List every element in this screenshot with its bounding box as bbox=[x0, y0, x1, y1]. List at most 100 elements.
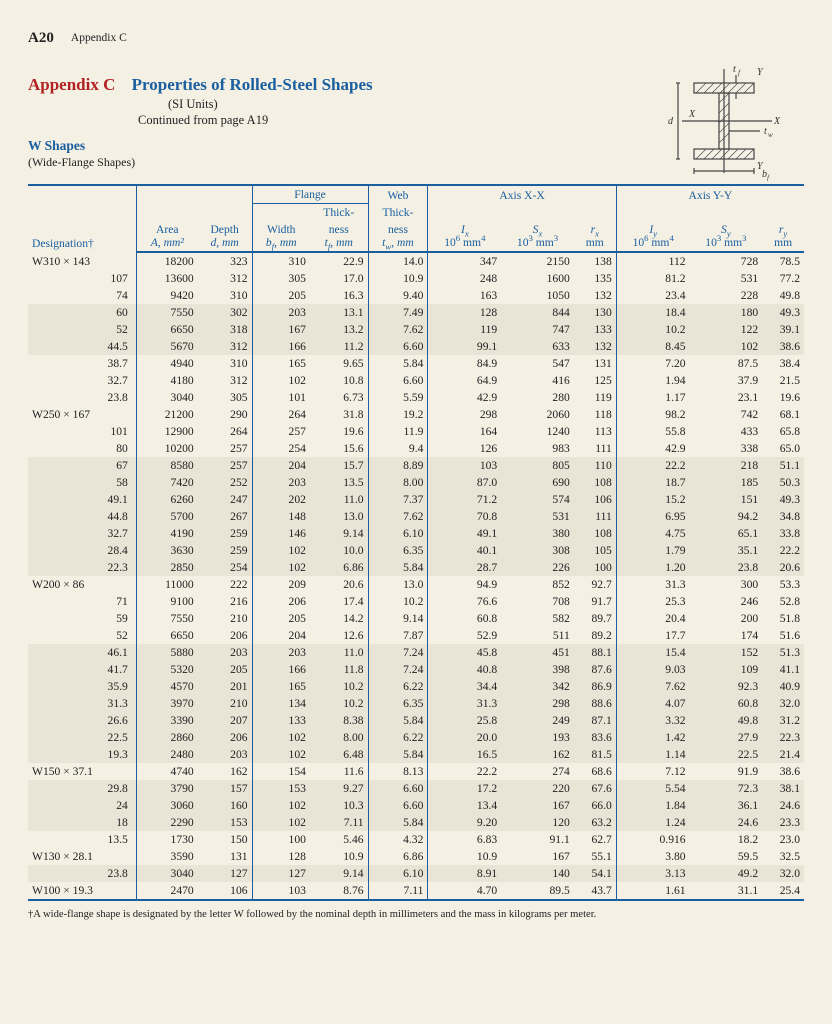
table-cell: 1.61 bbox=[616, 882, 689, 900]
table-cell: 131 bbox=[574, 355, 616, 372]
table-cell: 32.7 bbox=[28, 525, 136, 542]
table-cell: 6.60 bbox=[368, 372, 428, 389]
table-cell: 49.1 bbox=[428, 525, 501, 542]
table-cell: 13.0 bbox=[310, 508, 368, 525]
table-cell: 35.9 bbox=[28, 678, 136, 695]
table-row: 59755021020514.29.1460.858289.720.420051… bbox=[28, 610, 804, 627]
svg-text:X: X bbox=[773, 116, 781, 127]
table-row: 35.9457020116510.26.2234.434286.97.6292.… bbox=[28, 678, 804, 695]
table-cell: 342 bbox=[501, 678, 574, 695]
table-cell: 59.5 bbox=[690, 848, 763, 865]
table-cell: 160 bbox=[198, 797, 252, 814]
table-row: 23.830403051016.735.5942.92801191.1723.1… bbox=[28, 389, 804, 406]
table-cell: 23.4 bbox=[616, 287, 689, 304]
table-cell: 9.40 bbox=[368, 287, 428, 304]
table-cell: 9.4 bbox=[368, 440, 428, 457]
table-cell: W250 × 167 bbox=[28, 406, 136, 423]
table-cell: 151 bbox=[690, 491, 763, 508]
table-cell: 3.13 bbox=[616, 865, 689, 882]
table-row: 32.741902591469.146.1049.13801084.7565.1… bbox=[28, 525, 804, 542]
table-row: W250 × 1672120029026431.819.229820601189… bbox=[28, 406, 804, 423]
table-cell: 531 bbox=[501, 508, 574, 525]
table-cell: 134 bbox=[252, 695, 310, 712]
table-cell: 574 bbox=[501, 491, 574, 508]
table-header: Designation† Flange Web Axis X-X Axis Y-… bbox=[28, 185, 804, 252]
table-cell: 9.03 bbox=[616, 661, 689, 678]
table-row: 1071360031230517.010.9248160013581.25317… bbox=[28, 270, 804, 287]
table-cell: 102 bbox=[252, 814, 310, 831]
table-cell: 7.24 bbox=[368, 644, 428, 661]
table-cell: 310 bbox=[198, 287, 252, 304]
table-cell: 13.2 bbox=[310, 321, 368, 338]
table-cell: 146 bbox=[252, 525, 310, 542]
table-cell: 112 bbox=[616, 252, 689, 270]
table-cell: 1.20 bbox=[616, 559, 689, 576]
table-cell: 22.3 bbox=[28, 559, 136, 576]
table-cell: 2480 bbox=[136, 746, 197, 763]
page-section: Appendix C bbox=[71, 32, 127, 44]
table-cell: 51.3 bbox=[762, 644, 804, 661]
table-cell: 49.2 bbox=[690, 865, 763, 882]
table-cell: 105 bbox=[574, 542, 616, 559]
table-cell: 312 bbox=[198, 338, 252, 355]
table-cell: 49.8 bbox=[762, 287, 804, 304]
table-cell: 9.14 bbox=[368, 610, 428, 627]
table-cell: 31.2 bbox=[762, 712, 804, 729]
table-cell: 17.4 bbox=[310, 593, 368, 610]
table-cell: 3040 bbox=[136, 389, 197, 406]
table-cell: 65.8 bbox=[762, 423, 804, 440]
table-row: 26.633902071338.385.8425.824987.13.3249.… bbox=[28, 712, 804, 729]
table-cell: 102 bbox=[252, 542, 310, 559]
table-cell: 6.60 bbox=[368, 797, 428, 814]
table-cell: 207 bbox=[198, 712, 252, 729]
table-cell: 6.48 bbox=[310, 746, 368, 763]
table-cell: 3.32 bbox=[616, 712, 689, 729]
table-cell: 66.0 bbox=[574, 797, 616, 814]
table-cell: 38.1 bbox=[762, 780, 804, 797]
table-cell: 60.8 bbox=[690, 695, 763, 712]
colgroup-axis-yy: Axis Y-Y bbox=[616, 185, 804, 204]
table-cell: 203 bbox=[252, 474, 310, 491]
table-cell: 10.0 bbox=[310, 542, 368, 559]
table-cell: 254 bbox=[252, 440, 310, 457]
table-cell: 51.6 bbox=[762, 627, 804, 644]
table-cell: 6.35 bbox=[368, 542, 428, 559]
table-cell: 38.6 bbox=[762, 763, 804, 780]
table-cell: 40.8 bbox=[428, 661, 501, 678]
table-row: 41.7532020516611.87.2440.839887.69.03109… bbox=[28, 661, 804, 678]
table-cell: 4.32 bbox=[368, 831, 428, 848]
table-cell: 185 bbox=[690, 474, 763, 491]
table-cell: 16.3 bbox=[310, 287, 368, 304]
table-cell: 34.4 bbox=[428, 678, 501, 695]
table-cell: 5.84 bbox=[368, 559, 428, 576]
table-cell: 302 bbox=[198, 304, 252, 321]
table-cell: 7420 bbox=[136, 474, 197, 491]
table-row: 22.328502541026.865.8428.72261001.2023.8… bbox=[28, 559, 804, 576]
table-row: 24306016010210.36.6013.416766.01.8436.12… bbox=[28, 797, 804, 814]
table-cell: 246 bbox=[690, 593, 763, 610]
table-cell: 15.4 bbox=[616, 644, 689, 661]
table-cell: 6650 bbox=[136, 321, 197, 338]
table-cell: 18.2 bbox=[690, 831, 763, 848]
table-cell: 138 bbox=[574, 252, 616, 270]
table-cell: 28.7 bbox=[428, 559, 501, 576]
table-cell: 84.9 bbox=[428, 355, 501, 372]
table-cell: 10.8 bbox=[310, 372, 368, 389]
table-row: 13.517301501005.464.326.8391.162.70.9161… bbox=[28, 831, 804, 848]
table-cell: 633 bbox=[501, 338, 574, 355]
table-cell: 9.27 bbox=[310, 780, 368, 797]
table-cell: 31.8 bbox=[310, 406, 368, 423]
table-cell: 252 bbox=[198, 474, 252, 491]
table-cell: 87.5 bbox=[690, 355, 763, 372]
table-cell: 7.49 bbox=[368, 304, 428, 321]
table-cell: 205 bbox=[198, 661, 252, 678]
table-cell: 68.6 bbox=[574, 763, 616, 780]
table-cell: 2290 bbox=[136, 814, 197, 831]
table-footnote: †A wide-flange shape is designated by th… bbox=[28, 909, 804, 920]
table-cell: 106 bbox=[198, 882, 252, 900]
table-cell: 22.2 bbox=[428, 763, 501, 780]
table-cell: 209 bbox=[252, 576, 310, 593]
table-cell: 102 bbox=[252, 797, 310, 814]
table-cell: 8.13 bbox=[368, 763, 428, 780]
table-cell: 228 bbox=[690, 287, 763, 304]
